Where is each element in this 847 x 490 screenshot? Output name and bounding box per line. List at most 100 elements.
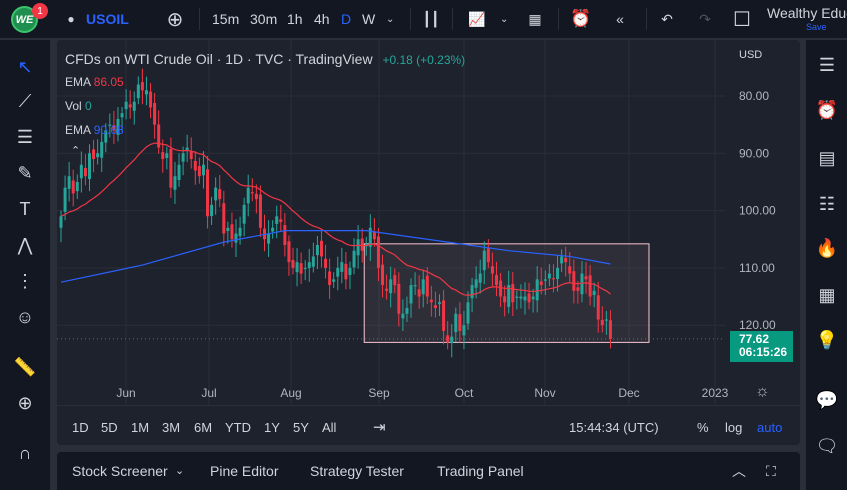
magnet-icon[interactable]: ∩ <box>18 443 32 463</box>
indicator-volume[interactable]: Vol 0 <box>65 99 92 113</box>
data-window-icon[interactable]: ☷ <box>818 194 836 214</box>
candle-body <box>592 290 596 295</box>
interval-15m[interactable]: 15m <box>212 11 240 27</box>
chevron-down-icon[interactable]: ⌄ <box>386 13 395 25</box>
price-chart[interactable]: 120.00 110.00 100.00 90.00 80.00 Jun Jul Aug Sep… <box>57 40 800 405</box>
candle-body <box>197 166 201 177</box>
ruler-icon[interactable]: 📏 <box>13 357 37 377</box>
compare-add-icon[interactable]: ⊕ <box>166 8 184 31</box>
candle-body <box>376 236 380 268</box>
range-1y[interactable]: 1Y <box>264 420 280 435</box>
chevron-down-icon[interactable]: ⌄ <box>175 465 185 477</box>
log-toggle[interactable]: log <box>725 420 743 435</box>
top-toolbar: WE 1 ● USOIL ⊕ 15m 30m 1h 4h D W ⌄ ┃┃ 📈 … <box>0 0 847 38</box>
interval-4h[interactable]: 4h <box>314 11 330 27</box>
fib-icon[interactable]: ☰ <box>16 127 34 147</box>
expand-panel-icon[interactable]: ︿ <box>732 463 746 479</box>
auto-toggle[interactable]: auto <box>757 420 783 435</box>
interval-1h[interactable]: 1h <box>287 11 303 27</box>
collapse-legend-icon[interactable]: ⌃ <box>71 145 81 157</box>
checkbox-icon[interactable]: ☐ <box>733 8 751 31</box>
undo-icon[interactable]: ↶ <box>661 10 673 27</box>
replay-icon[interactable]: « <box>616 11 624 27</box>
candle-body <box>254 193 258 200</box>
watchlist-icon[interactable]: ☰ <box>818 55 836 75</box>
calendar-icon[interactable]: ▦ <box>818 285 836 305</box>
candle-body <box>128 104 132 108</box>
candles-icon[interactable]: ┃┃ <box>422 10 440 27</box>
candle-body <box>332 279 336 282</box>
tab-pine-editor[interactable]: Pine Editor <box>210 463 279 479</box>
ideas-icon[interactable]: 💡 <box>815 330 839 350</box>
indicators-icon[interactable]: 📈 <box>468 10 486 27</box>
tab-trading-panel[interactable]: Trading Panel <box>437 463 524 479</box>
candle-body <box>466 302 470 324</box>
alarm-icon[interactable]: ⏰ <box>815 100 839 120</box>
layout-icon[interactable]: ▦ <box>528 10 542 27</box>
date-range-icon[interactable]: ⇥ <box>373 419 386 436</box>
candle-body <box>59 216 63 228</box>
percent-toggle[interactable]: % <box>697 420 709 435</box>
prediction-icon[interactable]: ⋮ <box>16 271 34 291</box>
symbol-search[interactable]: USOIL <box>86 11 129 27</box>
candle-body <box>340 262 344 272</box>
trend-line-icon[interactable]: ⟋ <box>18 91 32 111</box>
candle-body <box>356 239 360 256</box>
news-icon[interactable]: ▤ <box>818 148 836 168</box>
currency-selector[interactable]: USD <box>739 49 763 61</box>
zoom-icon[interactable]: ⊕ <box>17 393 33 413</box>
candle-body <box>311 256 315 267</box>
alert-icon[interactable]: ⏰ <box>570 9 592 28</box>
text-icon[interactable]: T <box>19 199 31 219</box>
candle-body <box>303 267 307 270</box>
chat-icon[interactable]: 🗨 <box>815 436 839 456</box>
range-1m[interactable]: 1M <box>131 420 150 435</box>
indicator-ema-slow[interactable]: EMA 90.68 <box>65 123 124 137</box>
candle-body <box>580 273 584 295</box>
clock-timezone[interactable]: 15:44:34 (UTC) <box>569 420 659 435</box>
indicator-ema-fast[interactable]: EMA 86.05 <box>65 75 124 89</box>
tab-stock-screener[interactable]: Stock Screener <box>72 463 168 479</box>
candle-body <box>75 181 79 192</box>
candle-body <box>381 264 385 286</box>
candle-body <box>503 296 507 303</box>
candle-body <box>519 296 523 299</box>
candle-body <box>242 204 246 224</box>
tab-strategy-tester[interactable]: Strategy Tester <box>310 463 404 479</box>
candle-body <box>560 256 564 264</box>
candle-body <box>226 227 230 231</box>
range-5d[interactable]: 5D <box>101 420 118 435</box>
price-tick-label: 100.00 <box>739 204 776 218</box>
range-3m[interactable]: 3M <box>162 420 181 435</box>
interval-w[interactable]: W <box>362 11 376 27</box>
candle-body <box>572 271 576 291</box>
range-6m[interactable]: 6M <box>194 420 213 435</box>
candle-body <box>67 176 71 189</box>
interval-30m[interactable]: 30m <box>250 11 278 27</box>
candle-body <box>238 227 242 237</box>
layout-name[interactable]: Wealthy Educ <box>767 5 847 21</box>
settings-icon[interactable]: ☼ <box>755 383 770 400</box>
candle-body <box>596 295 600 320</box>
price-change: +0.18 (+0.23%) <box>382 53 466 67</box>
hotlist-icon[interactable]: 🔥 <box>815 238 839 258</box>
candle-body <box>185 147 189 151</box>
candle-body <box>169 148 173 188</box>
range-all[interactable]: All <box>322 420 337 435</box>
candle-body <box>336 267 340 277</box>
fullscreen-icon[interactable]: ⛶ <box>766 463 776 479</box>
chevron-down-icon[interactable]: ⌄ <box>500 13 509 25</box>
chats-icon[interactable]: 💬 <box>815 390 839 410</box>
time-tick-label: 2023 <box>702 386 729 400</box>
pattern-icon[interactable]: ⋀ <box>17 235 33 255</box>
range-5y[interactable]: 5Y <box>293 420 309 435</box>
interval-d[interactable]: D <box>341 11 352 27</box>
candle-body <box>193 161 197 171</box>
range-ytd[interactable]: YTD <box>225 420 251 435</box>
emoji-icon[interactable]: ☺ <box>15 307 35 327</box>
redo-icon[interactable]: ↷ <box>699 10 711 27</box>
brush-icon[interactable]: ✎ <box>17 163 33 183</box>
save-button[interactable]: Save <box>806 22 827 32</box>
cursor-icon[interactable]: ↖ <box>17 57 33 77</box>
range-1d[interactable]: 1D <box>72 420 89 435</box>
